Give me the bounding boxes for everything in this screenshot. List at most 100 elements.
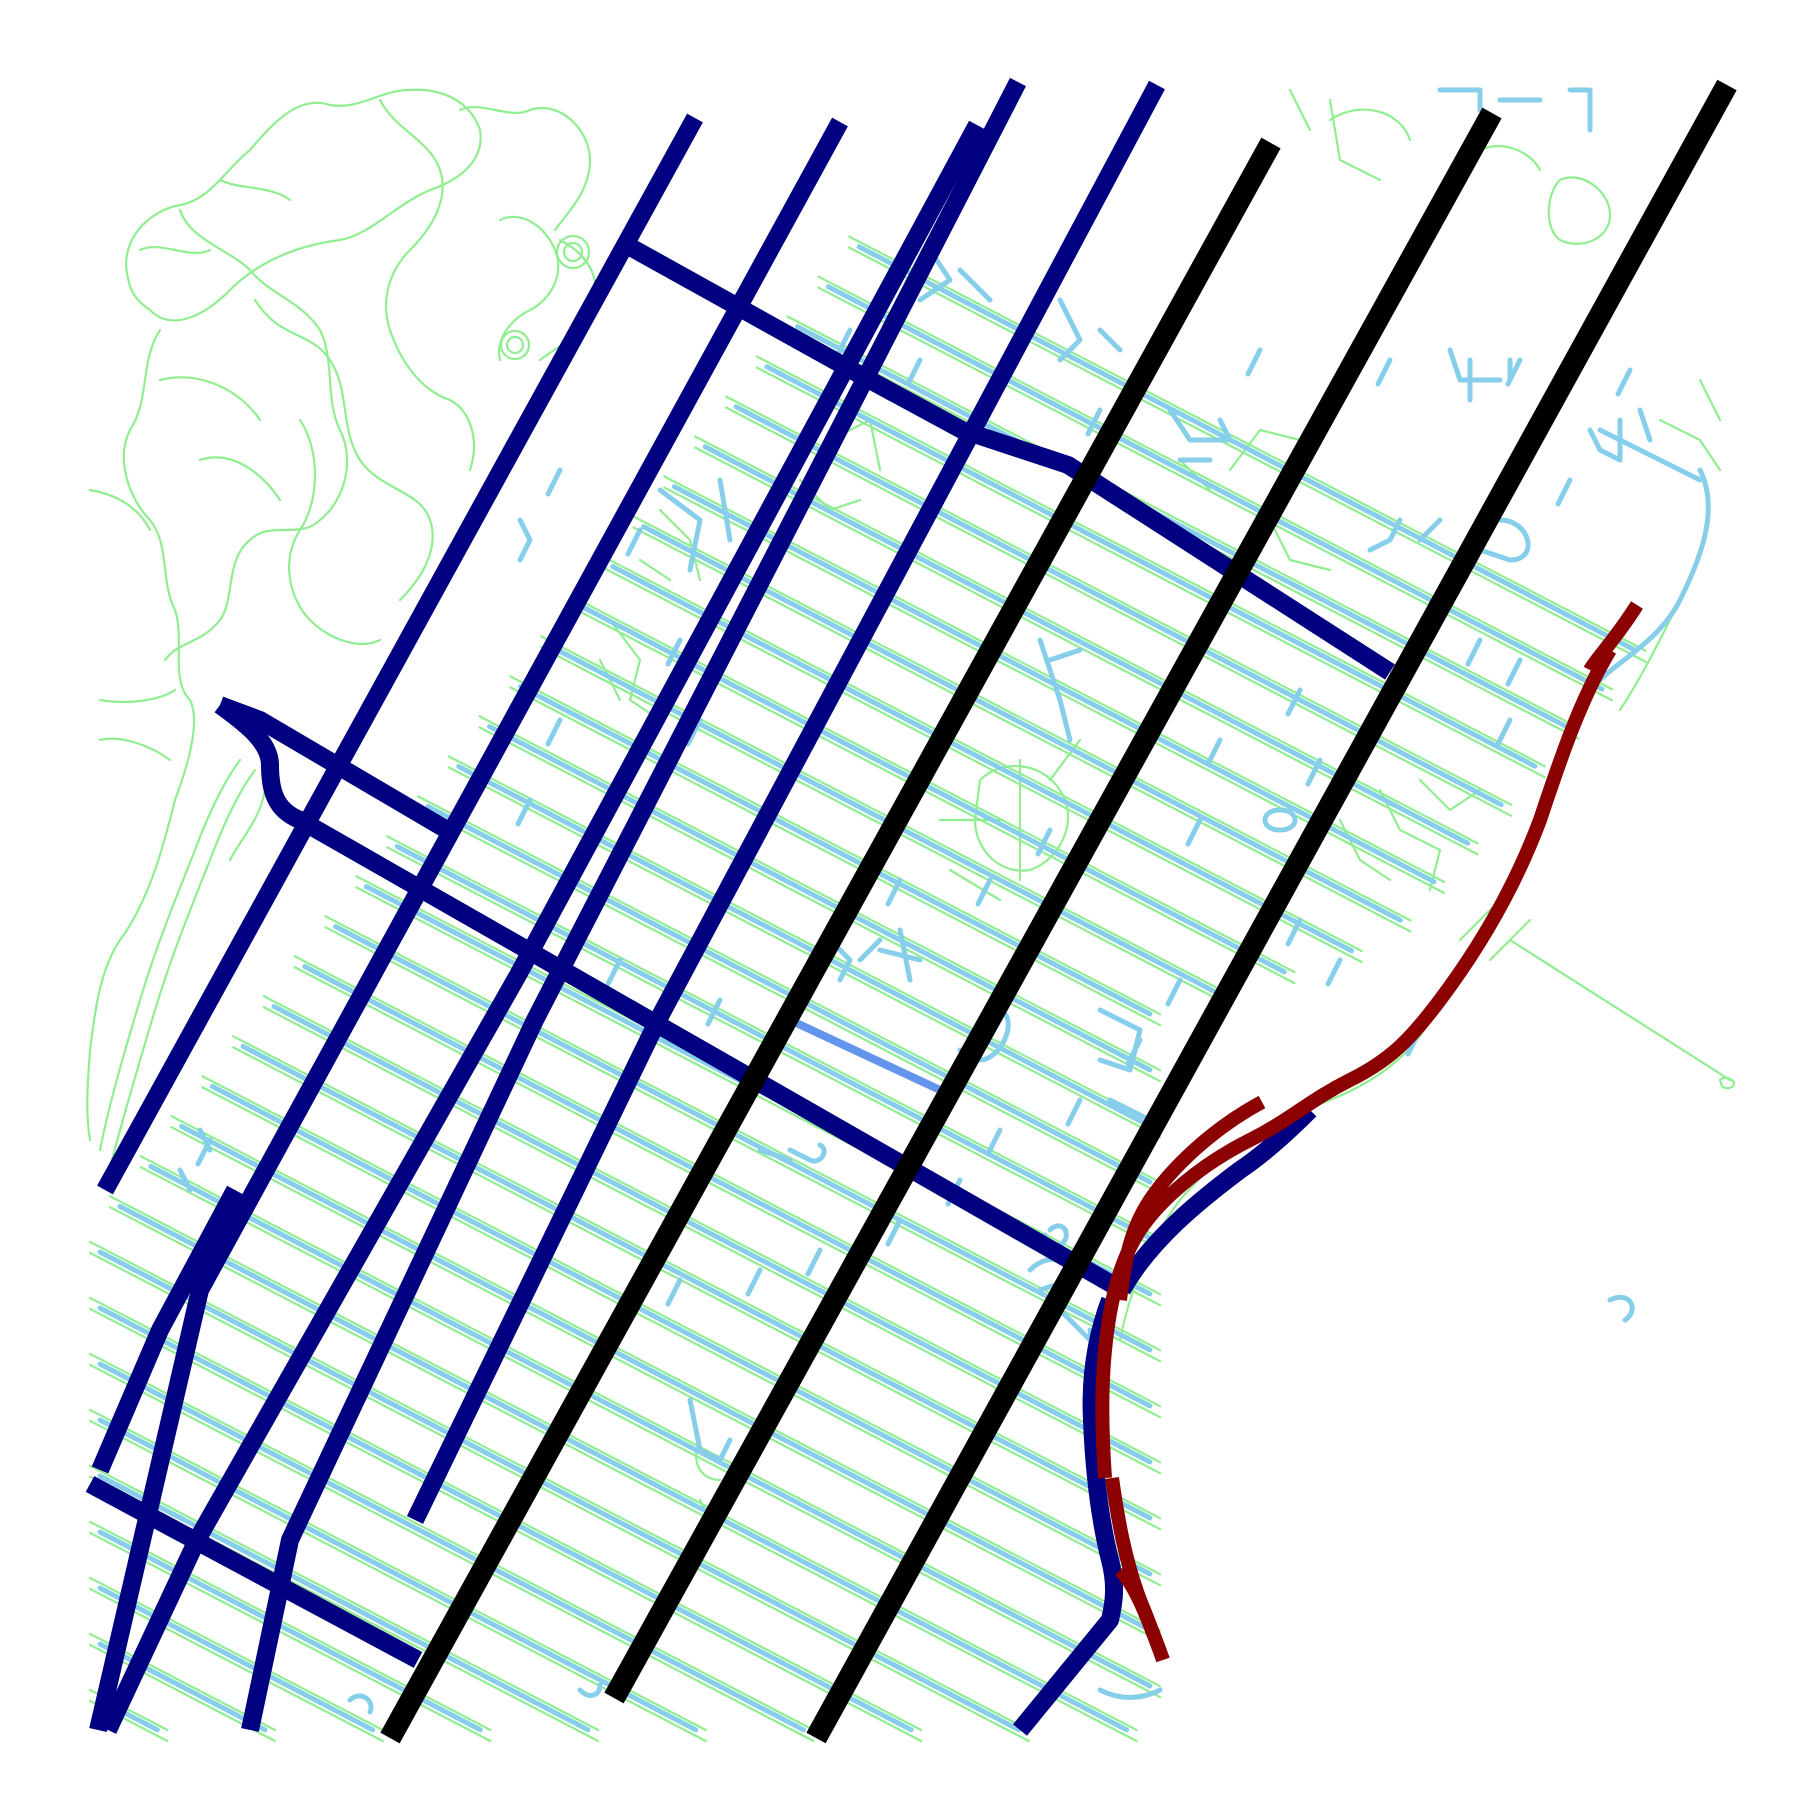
service-stub <box>515 797 533 827</box>
street-centerline <box>97 1361 806 1733</box>
service-road <box>1262 807 1298 833</box>
sidewalk-line <box>88 1251 1030 1743</box>
primary-road-layer <box>85 77 1395 1736</box>
service-road <box>687 1397 733 1463</box>
park-path <box>86 328 196 1142</box>
sidewalk-line <box>509 675 1162 1016</box>
sidewalk-line <box>786 315 1580 729</box>
residential-street <box>788 1016 942 1094</box>
primary-road <box>91 1185 243 1474</box>
primary-road <box>241 77 1027 1732</box>
service-stub <box>1285 687 1303 717</box>
service-stub <box>975 877 993 907</box>
street-centerline <box>333 923 1153 1353</box>
primary-road <box>1013 1296 1124 1736</box>
park-path <box>288 418 382 645</box>
sidewalk-line <box>478 715 1162 1072</box>
motorway <box>1583 601 1643 674</box>
motorway-layer <box>1095 601 1643 1663</box>
park-path <box>253 298 434 602</box>
sidewalk-line <box>848 235 1647 652</box>
primary-road <box>85 1476 423 1668</box>
service-road <box>917 247 993 303</box>
service-stub <box>885 877 903 907</box>
street-centerline <box>302 963 1153 1409</box>
street-centerline <box>856 244 1639 654</box>
service-stub <box>1165 977 1183 1007</box>
sidewalk-line <box>88 1419 707 1743</box>
sidewalk-line <box>201 1086 1162 1587</box>
street-centerline <box>117 1203 1130 1733</box>
street-centerline <box>97 1585 376 1733</box>
sidewalk-line <box>232 1035 1162 1520</box>
street-centerline <box>487 724 1153 1073</box>
service-stub <box>805 1247 823 1277</box>
sidewalk-line <box>88 1352 815 1732</box>
sidewalk-line <box>88 1576 384 1732</box>
service-road <box>1057 297 1123 363</box>
sidewalk-line <box>817 286 1614 702</box>
sidewalk-line <box>817 275 1614 691</box>
service-stub <box>1085 407 1103 437</box>
service-road <box>1167 407 1233 463</box>
sidewalk-line <box>232 1046 1162 1531</box>
sidewalk-line <box>108 1206 1138 1743</box>
sidewalk-line <box>170 1126 1162 1643</box>
trunk-road <box>380 137 1281 1744</box>
service-stub <box>985 1127 1003 1157</box>
service-stub <box>745 1267 763 1297</box>
service-road <box>1037 637 1083 743</box>
sidewalk-line <box>447 766 1162 1139</box>
street-centerline <box>148 1163 1153 1689</box>
service-stub <box>685 717 703 747</box>
motorway <box>1113 1095 1266 1301</box>
sidewalk-line <box>540 635 1229 995</box>
sidewalk-line <box>848 246 1647 663</box>
service-road <box>1367 517 1443 553</box>
park-path <box>163 208 349 662</box>
primary-road <box>89 117 848 1733</box>
park-feature <box>562 241 584 263</box>
sidewalk-line <box>108 1195 1138 1732</box>
street-centerline <box>97 1641 268 1733</box>
service-stub <box>1205 737 1223 767</box>
block-path <box>1658 378 1722 472</box>
service-road <box>657 477 733 573</box>
motorway <box>1095 646 1617 1479</box>
sidewalk-line <box>324 915 1162 1352</box>
service-stub <box>1285 917 1303 947</box>
service-road <box>877 927 923 983</box>
service-stub <box>1375 357 1393 387</box>
park-feature <box>505 335 525 355</box>
park-feature <box>499 329 531 361</box>
service-road <box>957 1007 1011 1063</box>
service-stub <box>545 467 563 497</box>
sidewalk-line <box>293 955 1162 1408</box>
park-path <box>158 376 282 502</box>
sidewalk-line <box>88 1464 600 1732</box>
service-road <box>1097 1687 1163 1700</box>
sidewalk-line <box>293 966 1162 1419</box>
sidewalk-line <box>478 726 1162 1083</box>
park-path <box>98 758 242 1152</box>
service-stub <box>885 1217 903 1247</box>
sidewalk-line <box>88 1408 707 1732</box>
park-path <box>88 488 177 762</box>
sidewalk-line <box>88 1587 384 1743</box>
sidewalk-lines <box>88 235 1647 1743</box>
sidewalk-line <box>201 1075 1162 1576</box>
service-stub <box>1325 957 1343 987</box>
sidewalk-line <box>170 1115 1162 1632</box>
park-path <box>138 178 292 254</box>
sidewalk-line <box>416 795 1162 1184</box>
trunk-road <box>604 107 1502 1704</box>
service-stub <box>1495 717 1513 747</box>
park-feature <box>555 234 591 270</box>
block-path <box>1288 88 1542 182</box>
street-centerline <box>97 1473 591 1733</box>
service-stub <box>1505 657 1523 687</box>
service-road <box>517 517 533 563</box>
service-stub <box>1305 757 1323 787</box>
street-centerline <box>517 684 1153 1017</box>
